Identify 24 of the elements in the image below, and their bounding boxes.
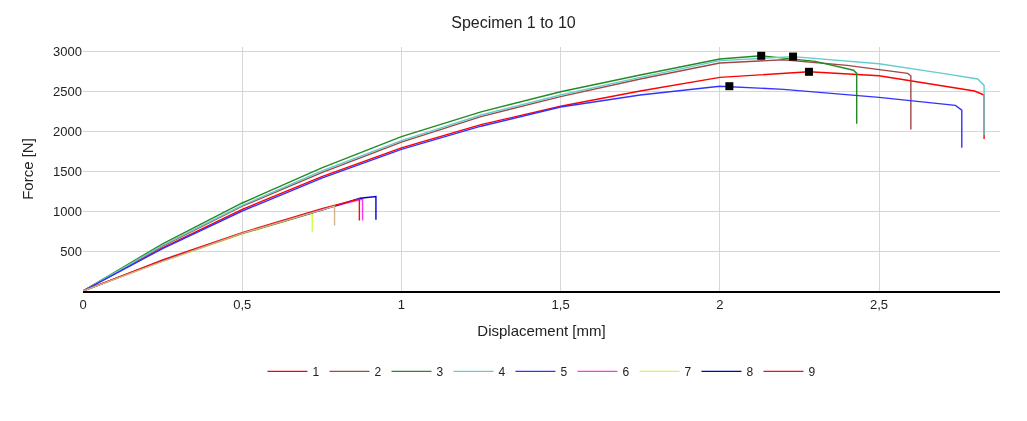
chart-title: Specimen 1 to 10 bbox=[451, 14, 576, 32]
x-tick-label: 1,5 bbox=[551, 296, 570, 312]
legend-label: 1 bbox=[312, 365, 320, 380]
y-tick-label: 2500 bbox=[53, 83, 82, 99]
legend-label: 2 bbox=[374, 365, 382, 380]
y-tick-label: 3000 bbox=[53, 43, 82, 59]
x-tick-label: 0 bbox=[79, 296, 87, 312]
legend-label: 4 bbox=[498, 365, 506, 380]
legend-label: 3 bbox=[436, 365, 444, 380]
x-tick-label: 2 bbox=[716, 296, 724, 312]
x-tick-label: 0,5 bbox=[233, 296, 252, 312]
x-tick-label: 2,5 bbox=[869, 296, 889, 312]
x-tick-label: 1 bbox=[397, 296, 406, 312]
y-axis-title: Force [N] bbox=[19, 138, 37, 200]
x-axis-title: Displacement [mm] bbox=[477, 322, 606, 340]
y-tick-label: 1000 bbox=[53, 203, 82, 219]
y-tick-label: 2000 bbox=[53, 123, 82, 139]
legend-label: 8 bbox=[746, 365, 754, 380]
legend-label: 7 bbox=[684, 365, 692, 380]
y-tick-label: 1500 bbox=[53, 163, 82, 179]
y-tick-label: 500 bbox=[60, 243, 82, 259]
legend-label: 9 bbox=[808, 365, 816, 380]
legend-label: 6 bbox=[622, 365, 630, 380]
legend-label: 5 bbox=[560, 365, 568, 380]
